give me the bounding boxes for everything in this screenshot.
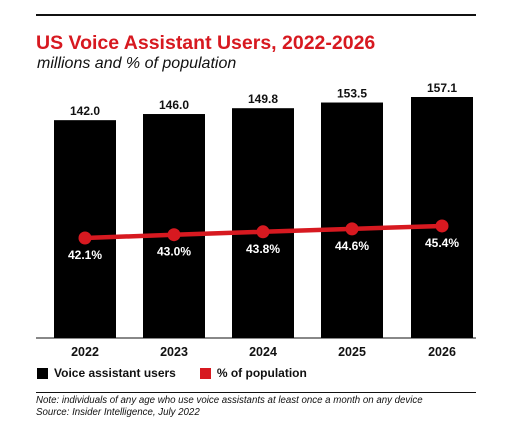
bar-value-label-2024: 149.8 xyxy=(248,92,278,106)
legend-item-voice-users: Voice assistant users xyxy=(37,366,176,380)
population-point-2022 xyxy=(78,231,92,245)
bar-2023 xyxy=(143,114,205,338)
bar-value-label-2022: 142.0 xyxy=(70,104,100,118)
bar-value-label-2025: 153.5 xyxy=(337,87,367,101)
bar-2024 xyxy=(232,108,294,338)
population-label-2022: 42.1% xyxy=(68,248,102,262)
legend: Voice assistant users % of population xyxy=(37,366,331,380)
legend-swatch-line xyxy=(199,367,211,379)
x-tick-2023: 2023 xyxy=(160,345,188,359)
bar-2022 xyxy=(54,120,116,338)
note-text: Note: individuals of any age who use voi… xyxy=(36,395,423,406)
legend-label-voice-users: Voice assistant users xyxy=(54,366,176,380)
chart-title: US Voice Assistant Users, 2022-2026 xyxy=(36,32,376,54)
legend-item-population: % of population xyxy=(199,366,307,380)
bar-2025 xyxy=(321,102,383,338)
legend-label-population: % of population xyxy=(216,366,307,380)
x-tick-2026: 2026 xyxy=(428,345,456,359)
bottom-rule xyxy=(36,392,476,393)
population-label-2026: 45.4% xyxy=(425,236,459,250)
footnote: Note: individuals of any age who use voi… xyxy=(36,395,423,419)
population-label-2023: 43.0% xyxy=(157,245,191,259)
population-point-2024 xyxy=(256,225,270,239)
population-point-2026 xyxy=(435,219,449,233)
x-tick-2024: 2024 xyxy=(249,345,277,359)
chart-subtitle: millions and % of population xyxy=(37,55,237,72)
population-label-2024: 43.8% xyxy=(246,242,280,256)
bar-value-label-2023: 146.0 xyxy=(159,98,189,112)
population-label-2025: 44.6% xyxy=(335,239,369,253)
x-tick-2025: 2025 xyxy=(338,345,366,359)
bar-value-label-2026: 157.1 xyxy=(427,81,457,95)
population-point-2025 xyxy=(345,222,359,236)
top-rule xyxy=(36,14,476,16)
legend-swatch-bar xyxy=(37,367,48,379)
x-tick-2022: 2022 xyxy=(71,345,99,359)
bar-2026 xyxy=(411,97,473,338)
source-text: Source: Insider Intelligence, July 2022 xyxy=(36,407,200,418)
population-point-2023 xyxy=(167,228,181,242)
